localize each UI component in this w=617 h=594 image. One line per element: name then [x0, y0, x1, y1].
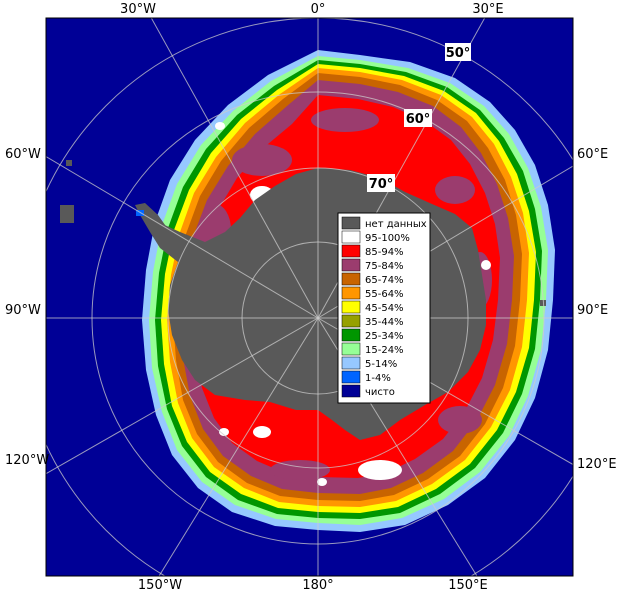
land-fragment: [136, 210, 144, 216]
ice-patch-75-84: [438, 406, 482, 434]
legend-swatch: [341, 328, 361, 342]
land-fragment: [60, 205, 74, 223]
legend-label: 95-100%: [365, 233, 410, 244]
legend-label: 55-64%: [365, 289, 404, 300]
ice-patch-95-100: [481, 260, 491, 270]
legend-swatch: [341, 314, 361, 328]
ice-patch-95-100: [253, 426, 271, 438]
legend-label: нет данных: [365, 219, 427, 230]
land-fragment: [66, 160, 72, 166]
svg-text:60°: 60°: [406, 112, 431, 127]
ice-patch-75-84: [435, 176, 475, 204]
legend-label: 85-94%: [365, 247, 404, 258]
lon-label-bottom-180: 180°: [302, 578, 333, 593]
lat-label-60: 60°: [404, 109, 432, 127]
ice-patch-95-100: [358, 460, 402, 480]
svg-text:70°: 70°: [369, 177, 394, 192]
lon-label-left-60w: 60°W: [5, 147, 41, 162]
lon-label-right-60e: 60°E: [577, 147, 608, 162]
legend-label: 75-84%: [365, 261, 404, 272]
legend-swatch: [341, 384, 361, 398]
legend-label: 65-74%: [365, 275, 404, 286]
lon-label-right-120e: 120°E: [577, 457, 617, 472]
legend-swatch: [341, 356, 361, 370]
legend-swatch: [341, 244, 361, 258]
legend-swatch: [341, 216, 361, 230]
legend: нет данных 95-100% 85-94% 75-84% 65-74% 55-64…: [337, 212, 431, 404]
lon-label-left-90w: 90°W: [5, 303, 41, 318]
lon-label-top-30w: 30°W: [120, 2, 156, 17]
legend-swatch: [341, 272, 361, 286]
legend-label: 25-34%: [365, 331, 404, 342]
legend-swatch: [341, 342, 361, 356]
legend-swatch: [341, 300, 361, 314]
ice-patch-95-100: [219, 428, 229, 436]
land-fragment: [540, 300, 546, 306]
map-frame: [45, 17, 574, 577]
legend-swatch: [341, 258, 361, 272]
legend-swatch: [341, 286, 361, 300]
legend-label: 1-4%: [365, 373, 391, 384]
legend-swatch: [341, 230, 361, 244]
legend-label: 15-24%: [365, 345, 404, 356]
ice-patch-95-100: [215, 122, 225, 130]
ice-patch-75-84: [270, 460, 330, 480]
legend-label: 35-44%: [365, 317, 404, 328]
lon-label-bottom-150e: 150°E: [448, 578, 488, 593]
legend-swatch: [341, 370, 361, 384]
svg-text:50°: 50°: [446, 46, 471, 61]
legend-label: чисто: [365, 387, 395, 398]
lon-label-top-0: 0°: [311, 2, 326, 17]
lat-label-50: 50°: [445, 43, 471, 61]
ice-patch-95-100: [317, 478, 327, 486]
legend-label: 45-54%: [365, 303, 404, 314]
lon-label-bottom-150w: 150°W: [138, 578, 182, 593]
lon-label-left-120w: 120°W: [5, 453, 49, 468]
ice-patch-75-84: [232, 144, 292, 176]
ice-patch-75-84: [311, 108, 379, 132]
lon-label-top-30e: 30°E: [472, 2, 503, 17]
lat-label-70: 70°: [367, 174, 395, 192]
legend-label: 5-14%: [365, 359, 397, 370]
lon-label-right-90e: 90°E: [577, 303, 608, 318]
